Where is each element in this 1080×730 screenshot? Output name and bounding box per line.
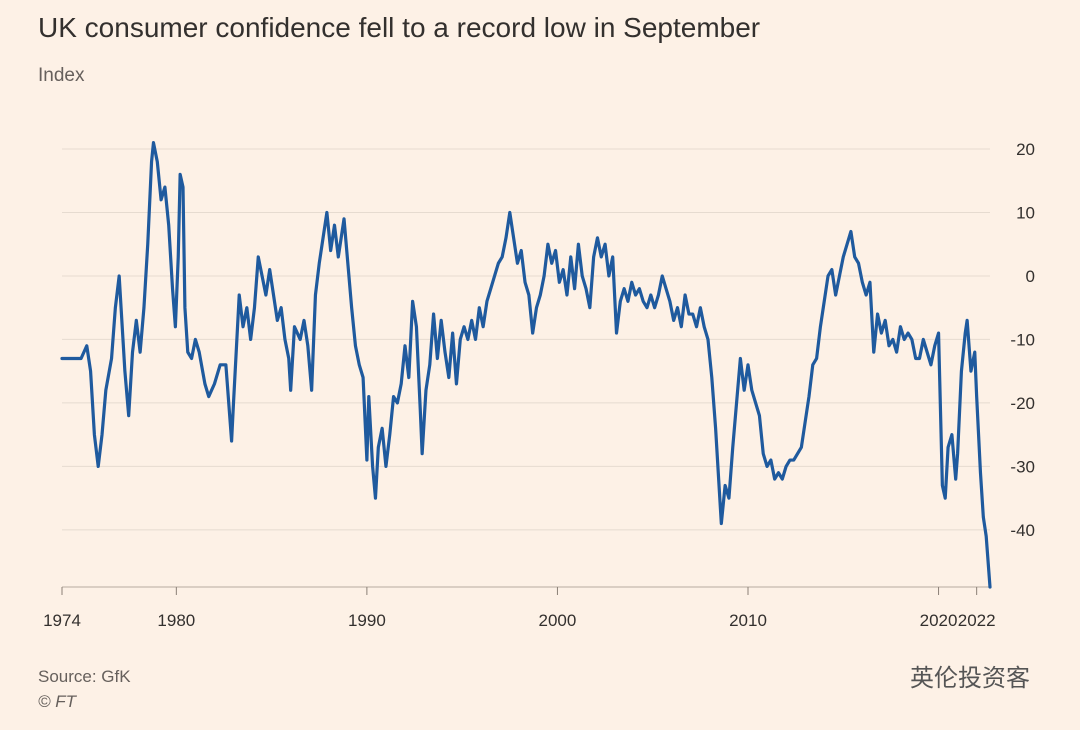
x-tick-label: 1980 <box>157 611 195 630</box>
y-tick-label: -10 <box>1010 330 1035 349</box>
y-tick-label: -40 <box>1010 521 1035 540</box>
data-line <box>60 141 992 589</box>
watermark: 英伦投资客 <box>910 665 1030 692</box>
x-tick-label: 1990 <box>348 611 386 630</box>
y-tick-label: -30 <box>1010 457 1035 476</box>
x-tick-label: 2022 <box>958 611 996 630</box>
x-tick-label: 2020 <box>920 611 958 630</box>
y-tick-label: -20 <box>1010 394 1035 413</box>
y-tick-label: 20 <box>1016 140 1035 159</box>
x-tick-label: 2000 <box>539 611 577 630</box>
credit: © FT <box>38 692 78 711</box>
plot-area <box>60 141 992 589</box>
x-tick-label: 2010 <box>729 611 767 630</box>
chart-title: UK consumer confidence fell to a record … <box>38 12 760 43</box>
chart-subtitle: Index <box>38 65 85 86</box>
x-tick-label: 1974 <box>43 611 81 630</box>
y-tick-label: 10 <box>1016 203 1035 222</box>
y-tick-label: 0 <box>1026 267 1035 286</box>
source: Source: GfK <box>38 667 131 686</box>
